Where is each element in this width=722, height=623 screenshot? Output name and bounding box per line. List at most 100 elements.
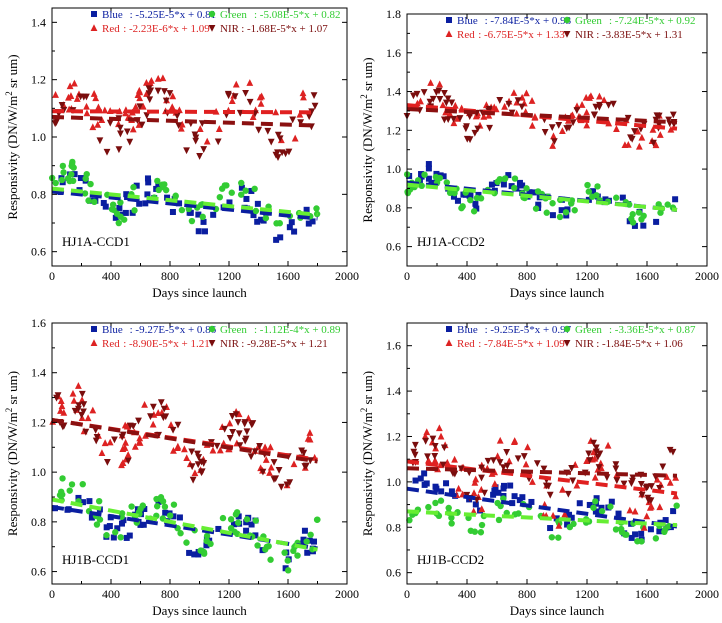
point-red [451,101,459,109]
point-nir [431,442,439,450]
x-tick-label: 1600 [635,587,659,601]
point-green [570,520,577,528]
x-tick-label: 1200 [217,587,241,601]
fit-line-nir [406,466,678,478]
y-axis-label: Responsivity (DN/W/m2 sr um) [359,57,375,222]
point-nir [411,441,419,449]
point-nir [420,89,428,96]
point-red [421,432,429,440]
point-red [141,400,148,408]
point-nir [196,153,204,160]
legend-marker-blue [91,11,97,17]
point-nir [256,442,263,450]
point-nir [92,437,100,445]
panel-label: HJ1A-CCD2 [417,234,485,249]
point-nir [235,430,243,438]
point-nir [169,426,177,434]
point-red [600,96,608,104]
point-green [60,169,67,176]
point-green [233,509,241,516]
point-green [85,197,92,204]
fit-line-blue [406,486,678,529]
x-tick-label: 0 [49,587,55,601]
point-nir [259,468,267,476]
point-green [307,531,314,538]
point-red [170,446,177,454]
point-nir [436,96,444,103]
point-red [122,106,130,114]
point-red [228,97,236,105]
point-green [406,516,413,524]
x-tick-label: 800 [518,269,536,283]
legend-band-blue: Blue [457,15,478,27]
point-blue [438,488,445,495]
point-nir [80,408,87,416]
point-nir [569,119,577,127]
point-green [93,521,101,528]
point-blue [412,477,419,484]
legend-equation-green: : -1.12E-4*x + 0.89 [254,324,341,336]
point-red [142,431,149,439]
point-red [583,457,591,465]
point-green [273,220,280,227]
y-axis-label-sup: 2 [4,408,14,413]
point-red [291,134,299,142]
point-blue [215,525,222,532]
point-blue [450,193,457,200]
point-blue [126,532,133,539]
point-nir [439,461,447,469]
point-nir [471,129,479,137]
point-blue [106,523,113,530]
point-green [571,207,578,214]
point-nir [80,401,88,409]
point-nir [214,138,222,146]
point-nir [310,92,318,100]
point-green [267,556,274,563]
point-green [95,497,103,505]
point-nir [117,130,124,138]
point-nir [592,103,600,111]
point-blue [519,494,526,501]
legend-marker-red [90,24,98,31]
point-nir [136,103,144,111]
point-blue [305,220,312,227]
point-blue [75,494,82,501]
point-nir [194,450,201,458]
point-green [635,209,643,216]
point-blue [136,200,143,207]
point-nir [274,131,282,139]
point-nir [533,460,541,468]
fit-line-green [51,497,318,552]
point-red [101,106,109,114]
point-nir [564,490,572,498]
point-green [137,505,144,513]
y-tick-label: 1.6 [386,46,401,60]
point-red [523,89,530,97]
point-green [284,567,292,574]
point-green [68,481,76,488]
point-blue [640,222,647,229]
point-nir [75,405,82,413]
point-green [81,190,89,197]
x-tick-label: 0 [404,587,410,601]
legend-band-green: Green [575,15,602,27]
point-red [513,98,521,106]
point-green [562,209,570,216]
legend-band-red: Red [102,23,120,35]
point-blue [547,525,554,532]
point-blue [500,181,507,188]
fit-line-red [406,459,678,496]
point-red [656,503,664,511]
point-nir [590,439,598,447]
point-nir [603,474,611,482]
x-tick-label: 2000 [335,269,359,283]
point-nir [297,119,305,127]
plot-frame [51,7,348,267]
point-blue [64,506,71,513]
legend-equation-red: : -2.23E-6*x + 1.09 [123,23,210,35]
point-nir [213,442,221,450]
point-green [82,175,89,182]
point-blue [608,498,615,505]
point-red [513,109,521,117]
point-blue [491,487,498,494]
